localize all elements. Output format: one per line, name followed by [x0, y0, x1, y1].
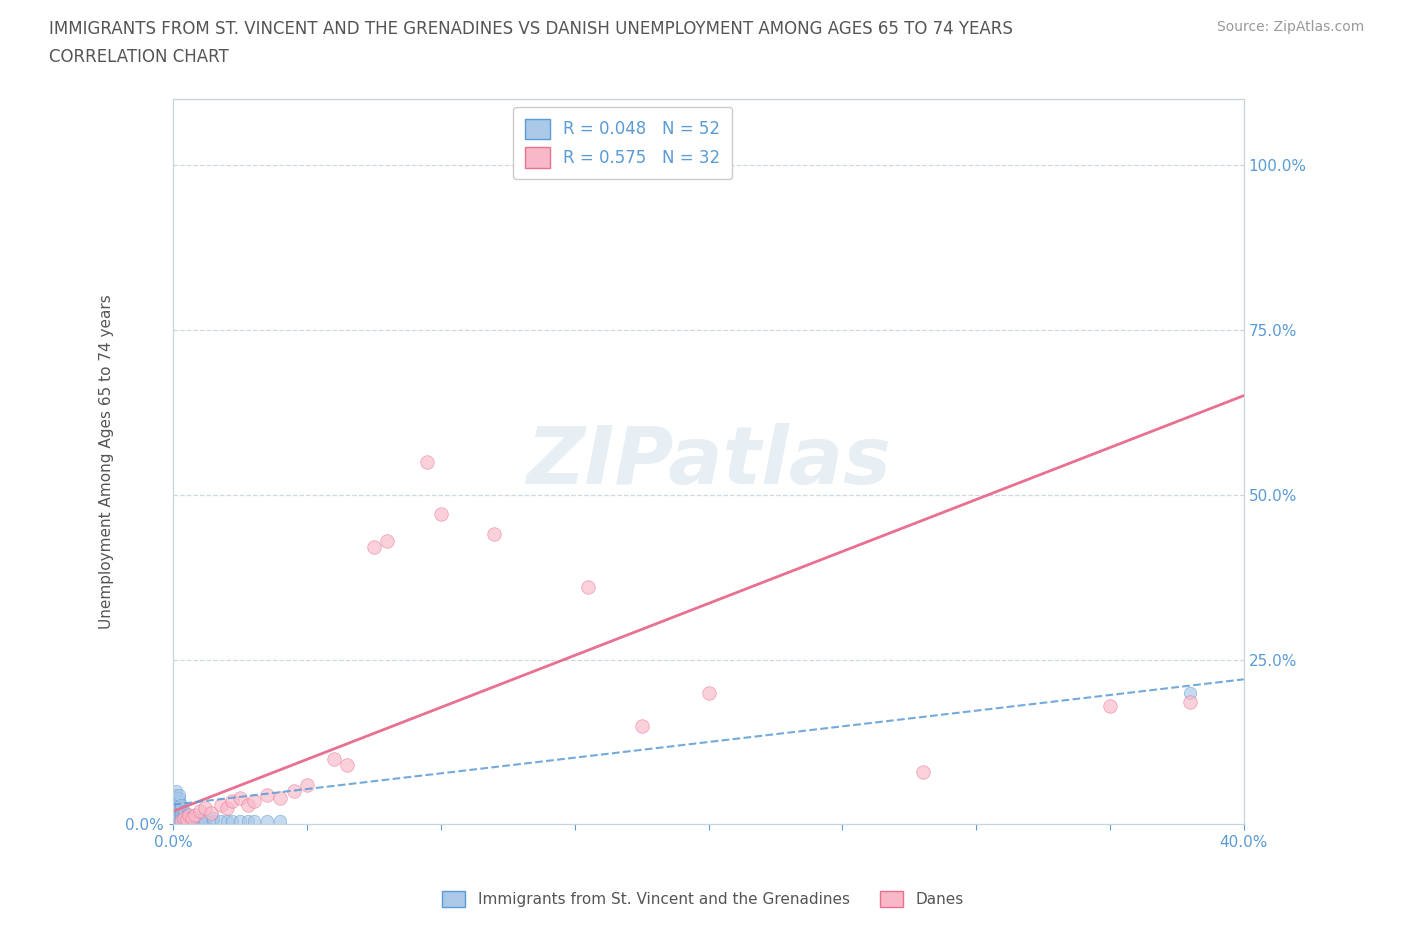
Point	[911, 764, 934, 779]
Point	[238, 814, 260, 829]
Point	[295, 777, 318, 792]
Point	[179, 810, 201, 825]
Point	[215, 801, 238, 816]
Point	[167, 807, 190, 822]
Point	[221, 814, 243, 829]
Point	[167, 794, 190, 809]
Legend: Immigrants from St. Vincent and the Grenadines, Danes: Immigrants from St. Vincent and the Gren…	[436, 884, 970, 913]
Y-axis label: Unemployment Among Ages 65 to 74 years: Unemployment Among Ages 65 to 74 years	[100, 294, 114, 629]
Point	[181, 814, 204, 829]
Point	[181, 810, 204, 825]
Point	[183, 807, 205, 822]
Point	[188, 804, 211, 818]
Point	[176, 814, 198, 829]
Point	[179, 807, 201, 822]
Point	[170, 814, 193, 829]
Point	[215, 814, 238, 829]
Text: ZIPatlas: ZIPatlas	[526, 422, 891, 500]
Point	[363, 540, 385, 555]
Point	[229, 814, 252, 829]
Point	[167, 804, 190, 818]
Point	[173, 807, 195, 822]
Point	[173, 804, 195, 818]
Point	[179, 814, 201, 829]
Point	[170, 814, 193, 829]
Point	[430, 507, 453, 522]
Point	[165, 788, 187, 803]
Point	[176, 807, 198, 822]
Point	[209, 797, 232, 812]
Point	[256, 814, 278, 829]
Legend: R = 0.048   N = 52, R = 0.575   N = 32: R = 0.048 N = 52, R = 0.575 N = 32	[513, 107, 733, 179]
Point	[167, 810, 190, 825]
Point	[630, 718, 652, 733]
Point	[167, 801, 190, 816]
Point	[165, 790, 187, 805]
Point	[576, 579, 599, 594]
Point	[322, 751, 344, 766]
Point	[416, 454, 439, 469]
Point	[165, 804, 187, 818]
Point	[173, 810, 195, 825]
Point	[484, 526, 506, 541]
Point	[165, 797, 187, 812]
Point	[165, 810, 187, 825]
Point	[167, 814, 190, 829]
Point	[229, 790, 252, 805]
Point	[242, 814, 264, 829]
Point	[181, 810, 204, 825]
Point	[170, 797, 193, 812]
Text: Source: ZipAtlas.com: Source: ZipAtlas.com	[1216, 20, 1364, 34]
Point	[377, 533, 399, 548]
Point	[194, 814, 217, 829]
Point	[188, 810, 211, 825]
Point	[697, 685, 720, 700]
Point	[1180, 685, 1202, 700]
Point	[173, 810, 195, 825]
Point	[221, 794, 243, 809]
Point	[269, 790, 291, 805]
Point	[238, 797, 260, 812]
Point	[202, 814, 225, 829]
Text: CORRELATION CHART: CORRELATION CHART	[49, 48, 229, 66]
Point	[200, 805, 222, 820]
Point	[167, 788, 190, 803]
Point	[186, 814, 208, 829]
Text: IMMIGRANTS FROM ST. VINCENT AND THE GRENADINES VS DANISH UNEMPLOYMENT AMONG AGES: IMMIGRANTS FROM ST. VINCENT AND THE GREN…	[49, 20, 1014, 38]
Point	[1180, 695, 1202, 710]
Point	[269, 814, 291, 829]
Point	[176, 812, 198, 827]
Point	[1098, 698, 1121, 713]
Point	[202, 810, 225, 825]
Point	[165, 807, 187, 822]
Point	[336, 758, 359, 773]
Point	[165, 814, 187, 829]
Point	[209, 814, 232, 829]
Point	[170, 807, 193, 822]
Point	[256, 788, 278, 803]
Point	[242, 794, 264, 809]
Point	[173, 814, 195, 829]
Point	[170, 810, 193, 825]
Point	[167, 797, 190, 812]
Point	[188, 814, 211, 829]
Point	[165, 801, 187, 816]
Point	[183, 814, 205, 829]
Point	[283, 784, 305, 799]
Point	[167, 790, 190, 805]
Point	[165, 794, 187, 809]
Point	[165, 784, 187, 799]
Point	[170, 804, 193, 818]
Point	[170, 801, 193, 816]
Point	[194, 801, 217, 816]
Point	[176, 810, 198, 825]
